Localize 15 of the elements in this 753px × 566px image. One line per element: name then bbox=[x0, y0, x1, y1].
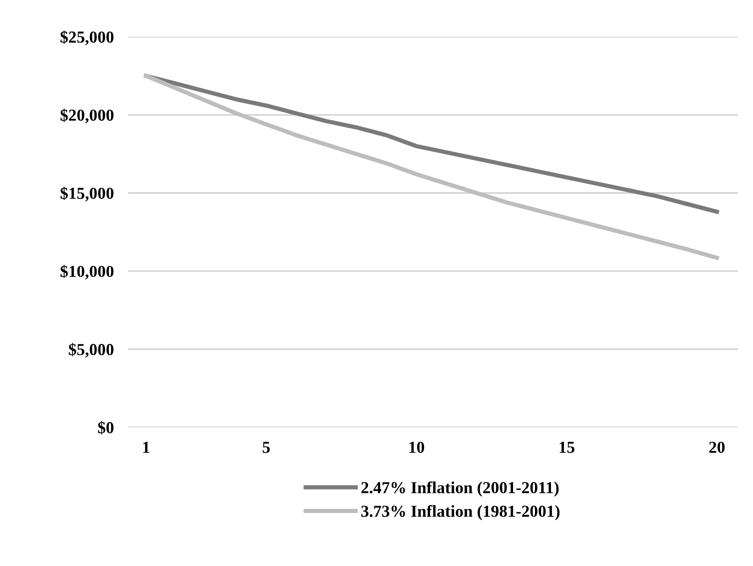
y-tick-label: $15,000 bbox=[60, 186, 114, 202]
legend-label: 3.73% Inflation (1981-2001) bbox=[361, 505, 560, 520]
y-tick-label: $0 bbox=[98, 421, 114, 434]
x-tick-label: 15 bbox=[560, 442, 574, 453]
legend-label: 2.47% Inflation (2001-2011) bbox=[361, 481, 559, 497]
x-tick-label: 5 bbox=[262, 442, 270, 453]
y-tick-label: $10,000 bbox=[60, 264, 114, 280]
line-series bbox=[144, 74, 719, 214]
x-tick-label: 10 bbox=[409, 442, 424, 453]
x-tick-label: 1 bbox=[143, 442, 150, 453]
y-tick-label: $25,000 bbox=[60, 30, 114, 46]
y-tick-label: $20,000 bbox=[60, 108, 114, 124]
x-tick-label: 20 bbox=[709, 442, 725, 453]
y-tick-label: $5,000 bbox=[68, 342, 114, 358]
line-series bbox=[144, 74, 719, 260]
